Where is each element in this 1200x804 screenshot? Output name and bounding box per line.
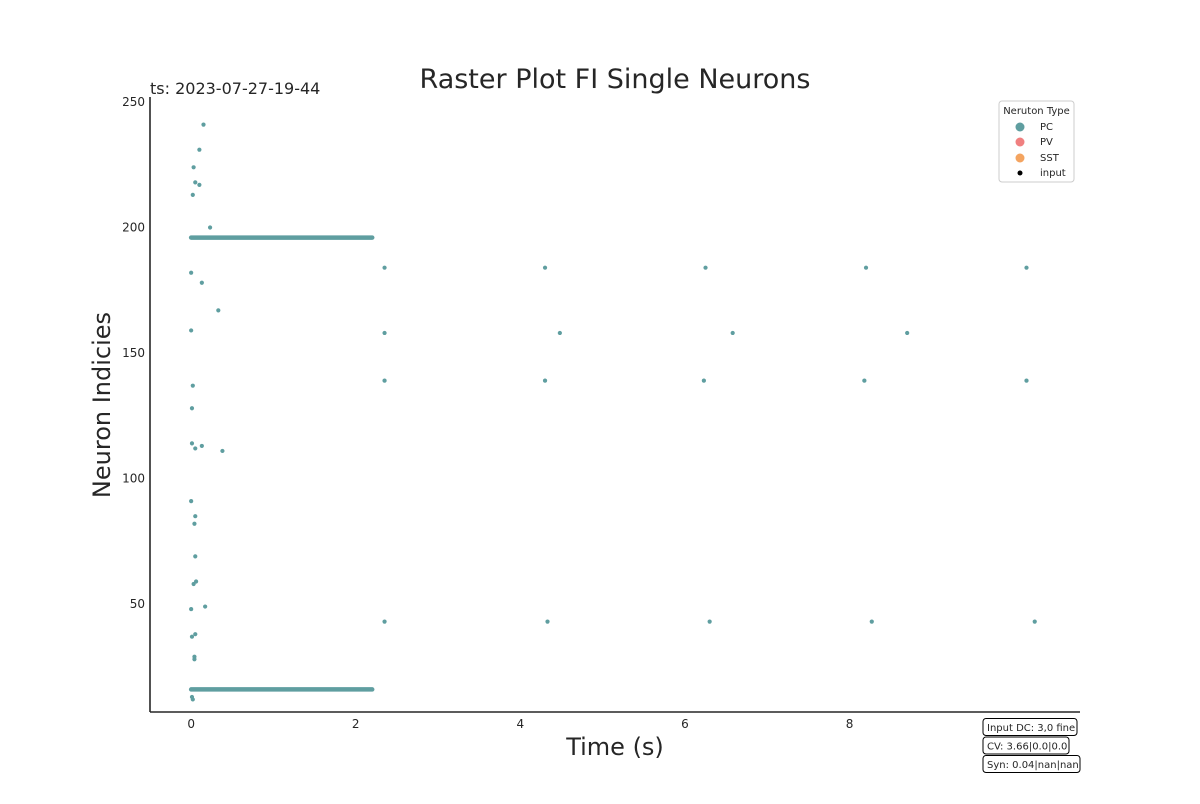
spike-point — [203, 604, 208, 609]
y-tick-label: 50 — [130, 597, 145, 611]
spike-point — [189, 499, 194, 504]
spike-point — [199, 443, 204, 449]
y-tick-label: 200 — [122, 221, 145, 235]
spike-point — [197, 147, 202, 152]
legend-marker-pv — [1015, 137, 1025, 147]
legend-title: Neruton Type — [1003, 106, 1070, 117]
annotation-box — [982, 718, 1078, 736]
spike-point — [382, 265, 387, 270]
spike-point — [382, 378, 387, 383]
x-tick-label: 6 — [681, 717, 689, 731]
spike-point — [189, 606, 194, 612]
annotation-box — [982, 736, 1070, 755]
spike-point — [1024, 265, 1029, 270]
spike-point — [189, 328, 194, 333]
spike-point — [216, 308, 221, 313]
spike-point — [190, 697, 195, 702]
spike-point — [730, 330, 735, 336]
y-tick-label: 150 — [122, 346, 145, 360]
spike-point — [703, 265, 708, 270]
legend-marker-input — [1017, 170, 1023, 176]
spike-point — [191, 581, 196, 587]
spike-point — [192, 657, 197, 662]
x-tick-label: 4 — [517, 717, 525, 731]
spike-points-layer — [188, 122, 1037, 702]
spike-point — [557, 330, 562, 336]
spike-point — [542, 265, 548, 270]
spike-point — [197, 182, 202, 187]
spike-point — [542, 378, 548, 383]
spike-point — [905, 330, 910, 336]
spike-point — [701, 378, 706, 383]
spike-point — [862, 378, 867, 383]
annotation-text: Syn: 0.04|nan|nan — [987, 760, 1079, 771]
x-tick-label: 2 — [352, 717, 360, 731]
annotation-syn: Syn: 0.04|nan|nan — [982, 755, 1081, 773]
x-tick-label: 0 — [187, 717, 195, 731]
annotation-cv: CV: 3.66|0.0|0.0 — [982, 736, 1070, 755]
spike-point — [191, 165, 196, 170]
annotation-box — [982, 755, 1081, 773]
spike-point — [189, 634, 195, 639]
spike-point — [193, 180, 198, 185]
annotation-text: Input DC: 3,0 fine — [987, 723, 1075, 734]
spike-point — [190, 383, 195, 388]
y-tick-label: 100 — [122, 472, 145, 486]
spike-point — [545, 619, 550, 624]
spike-point — [201, 122, 206, 127]
spike-point — [869, 619, 874, 624]
spike-point — [1024, 378, 1029, 383]
timestamp-label: ts: 2023-07-27-19-44 — [150, 79, 320, 98]
spike-point — [190, 192, 195, 197]
x-axis-label: Time (s) — [565, 733, 664, 761]
spike-point — [382, 619, 387, 624]
spike-point — [382, 330, 387, 336]
legend-label-input: input — [1040, 168, 1066, 179]
spike-point — [193, 554, 198, 559]
annotation-text: CV: 3.66|0.0|0.0 — [987, 742, 1067, 753]
legend-label-pc: PC — [1040, 122, 1053, 133]
legend: Neruton Type PC PV SST input — [998, 100, 1075, 183]
legend-label-sst: SST — [1040, 153, 1060, 164]
spike-point — [1032, 619, 1037, 624]
spike-point — [207, 225, 213, 230]
spike-point — [193, 514, 198, 519]
y-tick-label: 250 — [122, 95, 145, 109]
chart-title: Raster Plot FI Single Neurons — [420, 64, 811, 95]
legend-marker-sst — [1015, 153, 1025, 163]
spike-point — [193, 632, 198, 637]
y-axis-label: Neuron Indicies — [88, 312, 116, 498]
spike-point — [707, 619, 712, 624]
spike-point — [189, 441, 195, 446]
spike-point — [189, 406, 195, 411]
annotation-input-dc: Input DC: 3,0 fine — [982, 718, 1078, 736]
spike-point — [863, 265, 869, 270]
spike-point — [199, 280, 204, 285]
spike-point — [192, 521, 197, 526]
legend-marker-pc — [1015, 122, 1025, 132]
spike-point — [189, 270, 194, 275]
spike-point — [193, 446, 198, 451]
spike-point — [220, 448, 225, 454]
axis-ticks-layer: 0 2 4 6 8 50 100 150 200 250 — [122, 95, 853, 731]
legend-label-pv: PV — [1040, 137, 1053, 148]
x-tick-label: 8 — [846, 717, 854, 731]
